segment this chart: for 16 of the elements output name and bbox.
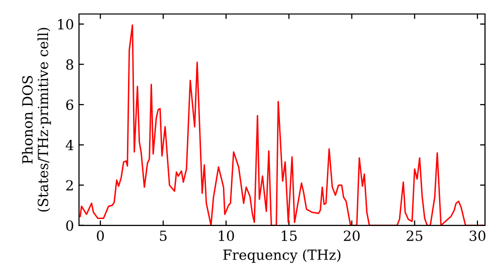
y-tick-label: 0: [66, 220, 74, 231]
x-tick-label: 30: [470, 230, 486, 242]
y-tick-label: 8: [66, 59, 74, 70]
x-tick-label: 5: [160, 230, 167, 242]
y-tick-label: 6: [66, 100, 74, 110]
y-tick-label: 2: [66, 180, 73, 190]
x-tick-label: 20: [344, 230, 360, 242]
y-axis-title: Phonon DOS (States/THz·primitive cell): [22, 28, 51, 212]
x-tick-label: 0: [96, 230, 104, 242]
y-tick-label: 10: [58, 19, 74, 30]
x-tick-label: 10: [218, 230, 234, 242]
x-axis-title: Frequency (THz): [223, 249, 340, 263]
x-tick-label: 25: [406, 230, 422, 242]
y-tick-label: 4: [66, 140, 74, 150]
line-series: [80, 24, 484, 226]
x-tick-label: 15: [282, 230, 297, 242]
